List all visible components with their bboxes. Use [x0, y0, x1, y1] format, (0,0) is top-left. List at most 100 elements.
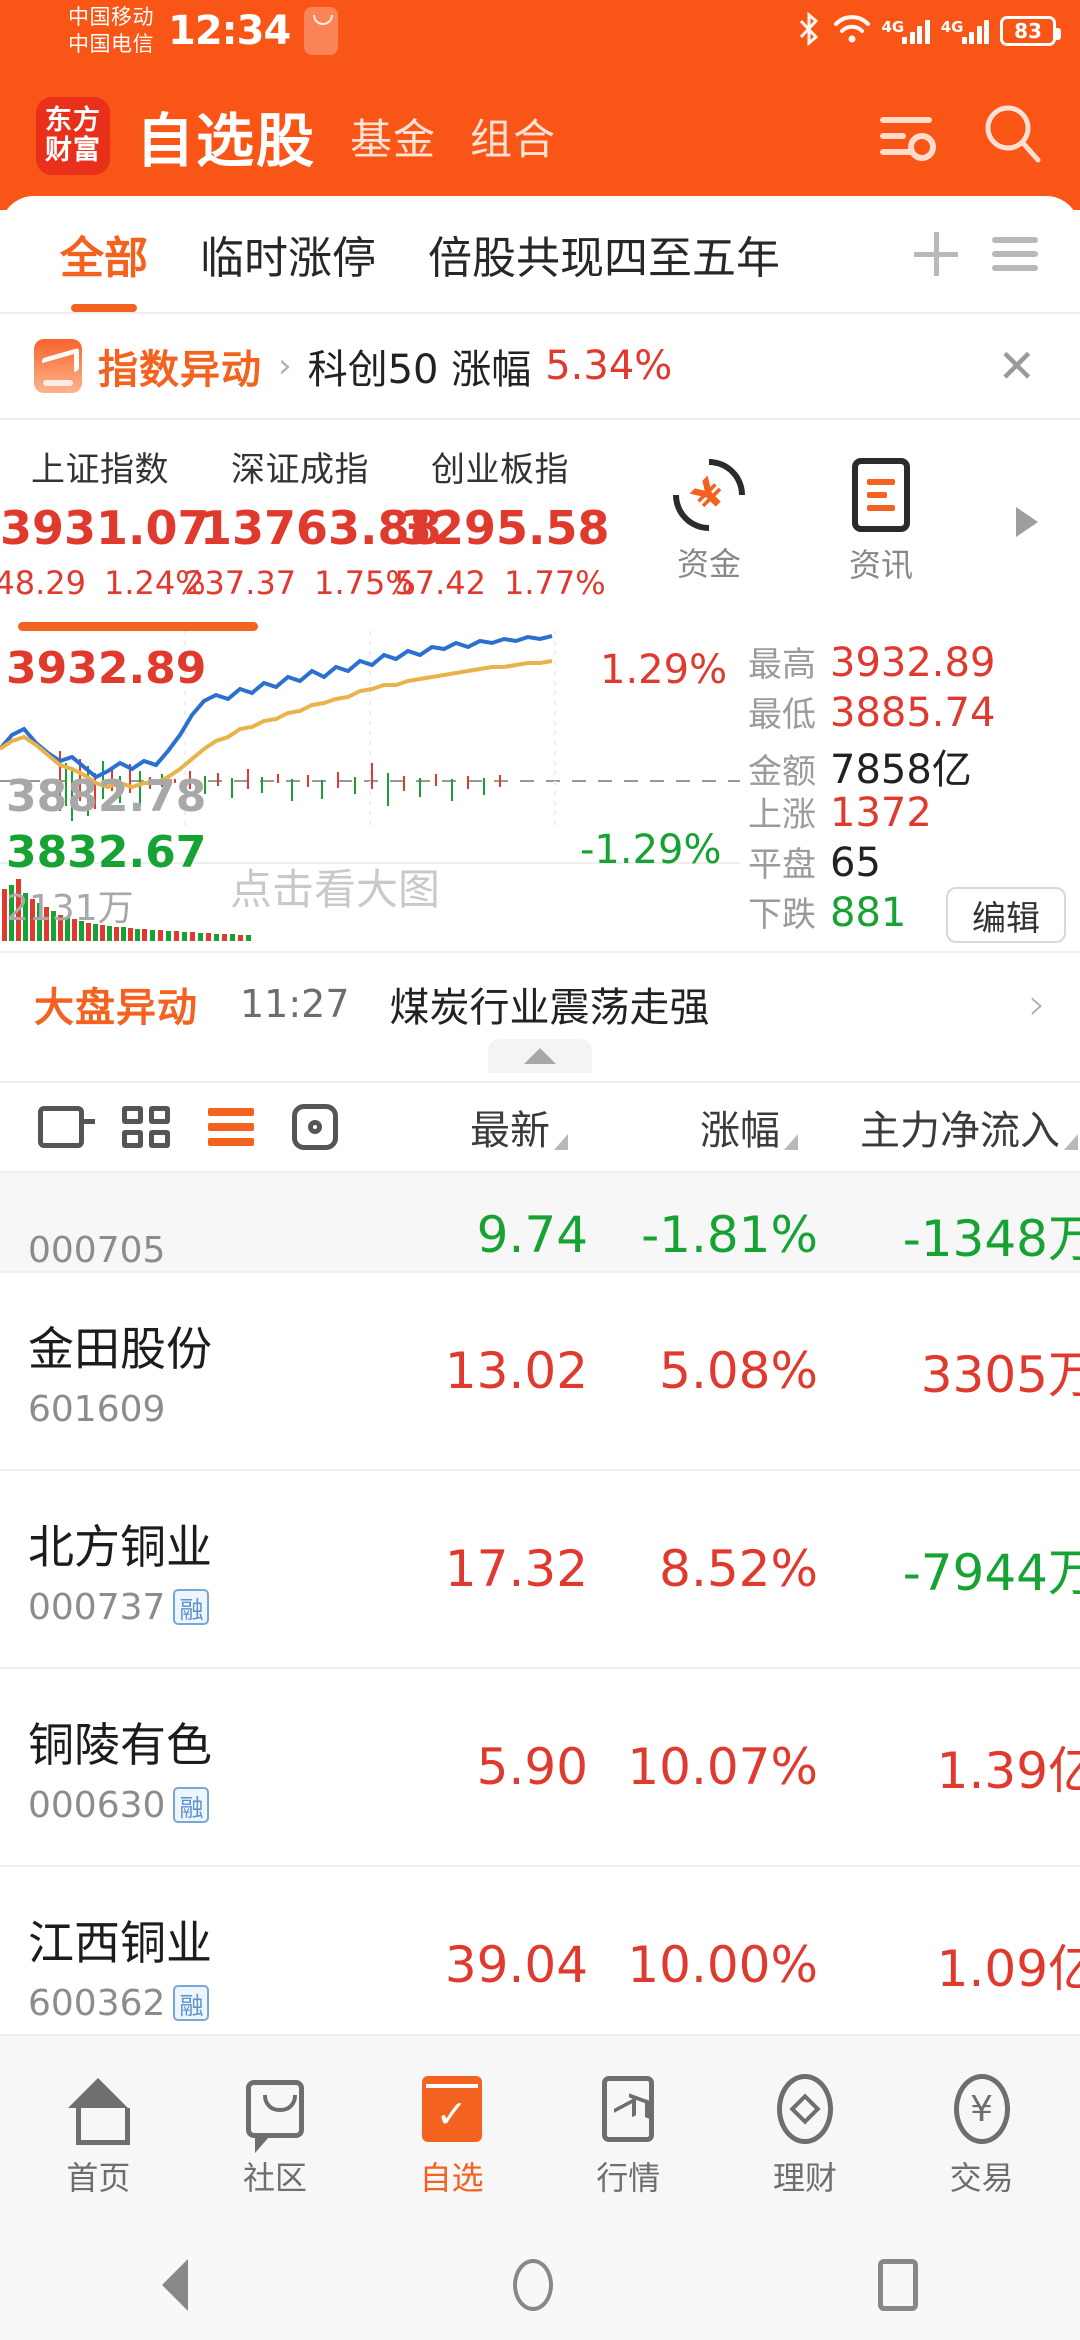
tab-temp-limit-up[interactable]: 临时涨停 [200, 233, 376, 284]
android-navigation-bar [0, 2230, 1080, 2340]
stat-low: 最低 3885.74 [748, 687, 1080, 737]
stock-change: -1.81% [641, 1206, 818, 1264]
status-clock: 12:34 [168, 8, 291, 54]
index-card-shenzhen[interactable]: 深证成指 13763.88 237.37 1.75% [184, 442, 441, 602]
nav-fund[interactable]: 基金 [350, 114, 437, 164]
stat-label: 金额 [748, 752, 816, 792]
table-row[interactable]: 金田股份 601609 13.02 5.08% 3305万 [0, 1273, 1080, 1471]
index-value: 3295.58 [400, 501, 610, 555]
nav-item-wealth[interactable]: 理财 [730, 2067, 880, 2199]
carrier-names: 中国移动 中国电信 [68, 4, 154, 58]
stat-value: 3885.74 [830, 690, 996, 736]
stock-change: 10.00% [627, 1936, 818, 1994]
table-row[interactable]: 北方铜业 000737 融 17.32 8.52% -7944万 [0, 1471, 1080, 1669]
nav-label: 理财 [772, 2159, 837, 2197]
hamburger-icon[interactable] [992, 237, 1038, 271]
nav-label: 交易 [949, 2159, 1014, 2197]
index-summary: 上证指数 3931.07 48.29 1.24% 深证成指 13763.88 2… [0, 420, 1080, 612]
stock-list: 000705 9.74 -1.81% -1348万 金田股份 601609 13… [0, 1173, 1080, 2161]
logo-line-2: 财富 [45, 135, 101, 166]
target-icon[interactable] [292, 1104, 338, 1150]
signal-icon-2: 4G [941, 18, 989, 44]
index-alert-text: 科创50 涨幅 [307, 347, 532, 393]
index-alert-banner[interactable]: 指数异动 › 科创50 涨幅 5.34% ✕ [0, 314, 1080, 418]
home-icon [68, 2078, 131, 2145]
quick-link-label: 资金 [676, 545, 741, 583]
recents-icon[interactable] [877, 2259, 918, 2311]
signal-icon-1: 4G [882, 18, 930, 44]
grid-view-icon[interactable] [122, 1106, 170, 1148]
stock-name: 铜陵有色 [28, 1717, 212, 1772]
table-row[interactable]: 000705 9.74 -1.81% -1348万 [0, 1173, 1080, 1273]
market-move-banner[interactable]: 大盘异动 11:27 煤炭行业震荡走强 › [0, 951, 1080, 1055]
sort-arrow-icon [784, 1134, 798, 1150]
tab-all[interactable]: 全部 [34, 222, 174, 286]
nav-label: 自选 [419, 2159, 484, 2197]
filter-settings-icon[interactable] [880, 111, 938, 161]
battery-level: 83 [1014, 19, 1042, 43]
status-icons: 4G 4G 83 [796, 11, 1061, 50]
chart-watermark: 点击看大图 [230, 865, 441, 914]
index-change: 237.37 [184, 564, 297, 602]
stat-value: 3932.89 [830, 640, 996, 686]
table-row[interactable]: 铜陵有色 000630 融 5.90 10.07% 1.39亿 [0, 1669, 1080, 1867]
table-row[interactable]: 江西铜业 600362 融 39.04 10.00% 1.09亿 [0, 1867, 1080, 2065]
index-value: 3931.07 [0, 501, 210, 555]
column-header-net-flow[interactable]: 主力净流入 [798, 1098, 1080, 1156]
chart-canvas [0, 631, 740, 941]
market-move-text: 煤炭行业震荡走强 [389, 985, 710, 1031]
column-header-last[interactable]: 最新 [338, 1098, 568, 1156]
back-icon[interactable] [162, 2259, 189, 2311]
chart-pct-top: 1.29% [600, 647, 728, 693]
index-name: 深证成指 [231, 450, 369, 490]
app-logo: 东方 财富 [36, 97, 110, 175]
tab-multibagger[interactable]: 倍股共现四至五年 [428, 233, 780, 284]
chevron-right-icon[interactable] [1016, 507, 1038, 537]
plus-icon[interactable] [914, 232, 958, 276]
quick-link-news[interactable]: 资讯 [826, 458, 936, 586]
margin-trading-badge: 融 [173, 1787, 210, 1823]
index-chart[interactable]: 3932.89 3882.78 3832.67 2131万 1.29% -1.2… [0, 631, 1080, 951]
carrier-1: 中国移动 [68, 5, 154, 29]
list-view-icon[interactable] [208, 1108, 254, 1146]
index-card-shanghai[interactable]: 上证指数 3931.07 48.29 1.24% [0, 442, 210, 602]
chart-high-label: 3932.89 [6, 643, 207, 694]
nav-item-trade[interactable]: ¥ 交易 [907, 2067, 1057, 2199]
edit-button[interactable]: 编辑 [946, 887, 1066, 943]
stat-value: 1372 [830, 790, 932, 836]
collapse-handle[interactable] [0, 1039, 1080, 1081]
nav-portfolio[interactable]: 组合 [470, 114, 557, 164]
nav-item-watchlist[interactable]: ✓ 自选 [377, 2067, 527, 2199]
stock-change: 8.52% [659, 1540, 818, 1598]
quick-link-fund[interactable]: ¥ 资金 [654, 444, 764, 585]
stat-amount: 金额 7858亿 [748, 737, 1080, 793]
stock-code: 600362 [28, 1982, 166, 2024]
stat-value: 65 [830, 840, 881, 886]
stock-change: 10.07% [627, 1738, 818, 1796]
close-icon[interactable]: ✕ [997, 339, 1036, 393]
column-header-change[interactable]: 涨幅 [568, 1098, 798, 1156]
nav-item-home[interactable]: 首页 [23, 2067, 173, 2199]
nav-item-quotes[interactable]: 行情 [553, 2067, 703, 2199]
stock-name: 北方铜业 [28, 1519, 212, 1574]
stat-value: 7858亿 [830, 747, 972, 793]
search-icon[interactable] [982, 103, 1044, 169]
stat-decliners: 下跌 881 [748, 887, 1080, 937]
stat-advancers: 上涨 1372 [748, 787, 1080, 837]
stat-value: 881 [830, 890, 907, 936]
home-circle-icon[interactable] [512, 2259, 553, 2311]
chart-volume-label: 2131万 [6, 888, 134, 929]
card-view-icon[interactable] [38, 1106, 95, 1148]
stock-last: 39.04 [444, 1936, 588, 1994]
index-name: 创业板指 [431, 450, 569, 490]
market-stats: 最高 3932.89 最低 3885.74 金额 7858亿 上涨 1372 平… [748, 637, 1080, 943]
bottom-navigation: 首页 社区 ✓ 自选 行情 理财 ¥ 交易 [0, 2034, 1080, 2230]
stock-net-flow: 1.39亿 [936, 1742, 1080, 1800]
stat-label: 平盘 [748, 845, 816, 885]
stock-net-flow: -1348万 [902, 1210, 1080, 1268]
index-card-chinext[interactable]: 创业板指 3295.58 57.42 1.77% [394, 442, 610, 602]
nav-item-community[interactable]: 社区 [200, 2067, 350, 2199]
collapse-arrow-icon[interactable] [488, 1039, 592, 1073]
divider [0, 418, 1080, 420]
index-change: 57.42 [394, 564, 486, 602]
